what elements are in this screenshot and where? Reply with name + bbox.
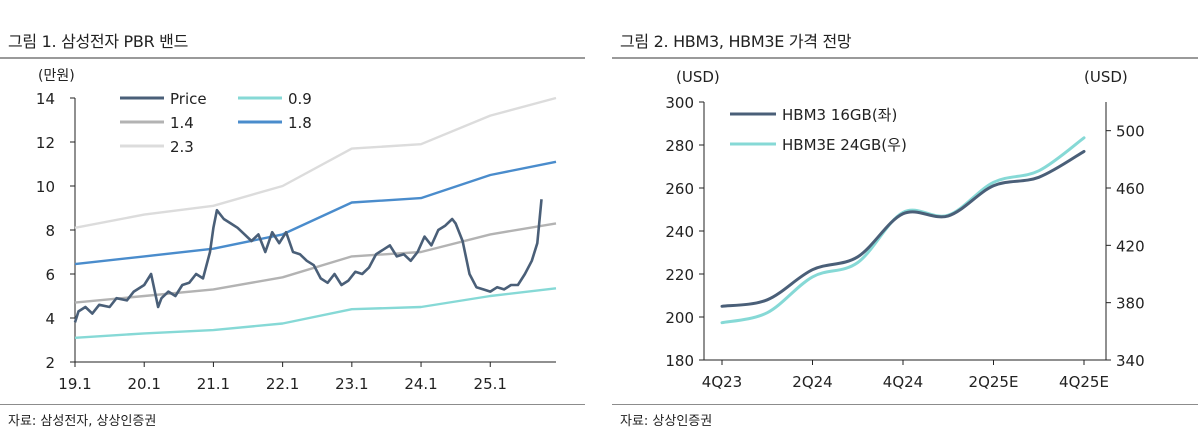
hbm-price-chart: (USD) (USD) 180 200 220 240 260 280 300 340 380 420… bbox=[665, 68, 1145, 391]
x-tick-label: 19.1 bbox=[58, 375, 91, 393]
legend-label: HBM3 16GB(좌) bbox=[782, 106, 897, 124]
y-tick-label: 10 bbox=[36, 178, 55, 196]
legend-label: HBM3E 24GB(우) bbox=[782, 136, 907, 154]
series-line-1-8 bbox=[74, 160, 557, 266]
series-line-hbm3-16gb bbox=[720, 149, 1086, 308]
x-tick-label: 2Q24 bbox=[792, 373, 832, 391]
right-y-tick-label: 460 bbox=[1116, 180, 1145, 198]
y-axis-unit-label: (만원) bbox=[38, 68, 75, 84]
right-y-tick-label: 340 bbox=[1116, 352, 1145, 370]
y-tick-label: 14 bbox=[36, 90, 55, 108]
chart-panel-pbr-band: 그림 1. 삼성전자 PBR 밴드 (만원) 2 4 6 8 10 12 14 19.1 20.1… bbox=[0, 0, 585, 447]
left-y-tick-label: 300 bbox=[665, 94, 694, 112]
right-axis-unit-label: (USD) bbox=[1084, 68, 1128, 86]
series-line-0-9 bbox=[74, 287, 557, 339]
x-tick-label: 4Q23 bbox=[702, 373, 742, 391]
right-y-tick-label: 420 bbox=[1116, 237, 1145, 255]
legend-label: 2.3 bbox=[170, 138, 194, 156]
left-y-tick-label: 280 bbox=[665, 137, 694, 155]
left-y-tick-label: 260 bbox=[665, 180, 694, 198]
source-note: 자료: 상상인증권 bbox=[620, 414, 713, 429]
legend-label: 1.4 bbox=[170, 114, 194, 132]
bottom-divider bbox=[612, 404, 1198, 405]
x-tick-label: 4Q25E bbox=[1059, 373, 1109, 391]
right-y-tick-label: 380 bbox=[1116, 295, 1145, 313]
x-tick-label: 22.1 bbox=[266, 375, 299, 393]
right-y-tick-label: 500 bbox=[1116, 123, 1145, 141]
left-axis-unit-label: (USD) bbox=[676, 68, 720, 86]
series-line-2-3 bbox=[74, 96, 557, 229]
x-tick-label: 4Q24 bbox=[883, 373, 923, 391]
x-tick-label: 25.1 bbox=[474, 375, 507, 393]
legend-label: 0.9 bbox=[288, 90, 312, 108]
left-y-tick-label: 220 bbox=[665, 266, 694, 284]
x-tick-label: 24.1 bbox=[404, 375, 437, 393]
y-tick-label: 2 bbox=[45, 354, 55, 372]
top-divider bbox=[0, 57, 585, 59]
y-tick-label: 12 bbox=[36, 134, 55, 152]
left-y-tick-label: 240 bbox=[665, 223, 694, 241]
left-y-tick-label: 180 bbox=[665, 352, 694, 370]
y-tick-label: 6 bbox=[45, 266, 55, 284]
left-y-tick-label: 200 bbox=[665, 309, 694, 327]
x-tick-label: 2Q25E bbox=[969, 373, 1019, 391]
y-tick-label: 4 bbox=[45, 310, 55, 328]
chart-title: 그림 1. 삼성전자 PBR 밴드 bbox=[8, 32, 189, 51]
x-tick-label: 23.1 bbox=[335, 375, 368, 393]
chart-panel-hbm-price: 그림 2. HBM3, HBM3E 가격 전망 (USD) (USD) 180 200… bbox=[612, 0, 1198, 447]
y-tick-label: 8 bbox=[45, 222, 55, 240]
source-note: 자료: 삼성전자, 상상인증권 bbox=[8, 414, 157, 429]
legend-label: 1.8 bbox=[288, 114, 312, 132]
series-line-Price bbox=[73, 199, 543, 323]
pbr-band-chart: (만원) 2 4 6 8 10 12 14 19.1 20.1 21.1 22.1 23.1 24.1 25… bbox=[36, 68, 557, 393]
legend-label: Price bbox=[170, 90, 207, 108]
x-tick-label: 20.1 bbox=[128, 375, 161, 393]
bottom-divider bbox=[0, 404, 585, 405]
chart-title: 그림 2. HBM3, HBM3E 가격 전망 bbox=[620, 32, 852, 51]
x-tick-label: 21.1 bbox=[197, 375, 230, 393]
top-divider bbox=[612, 57, 1198, 59]
